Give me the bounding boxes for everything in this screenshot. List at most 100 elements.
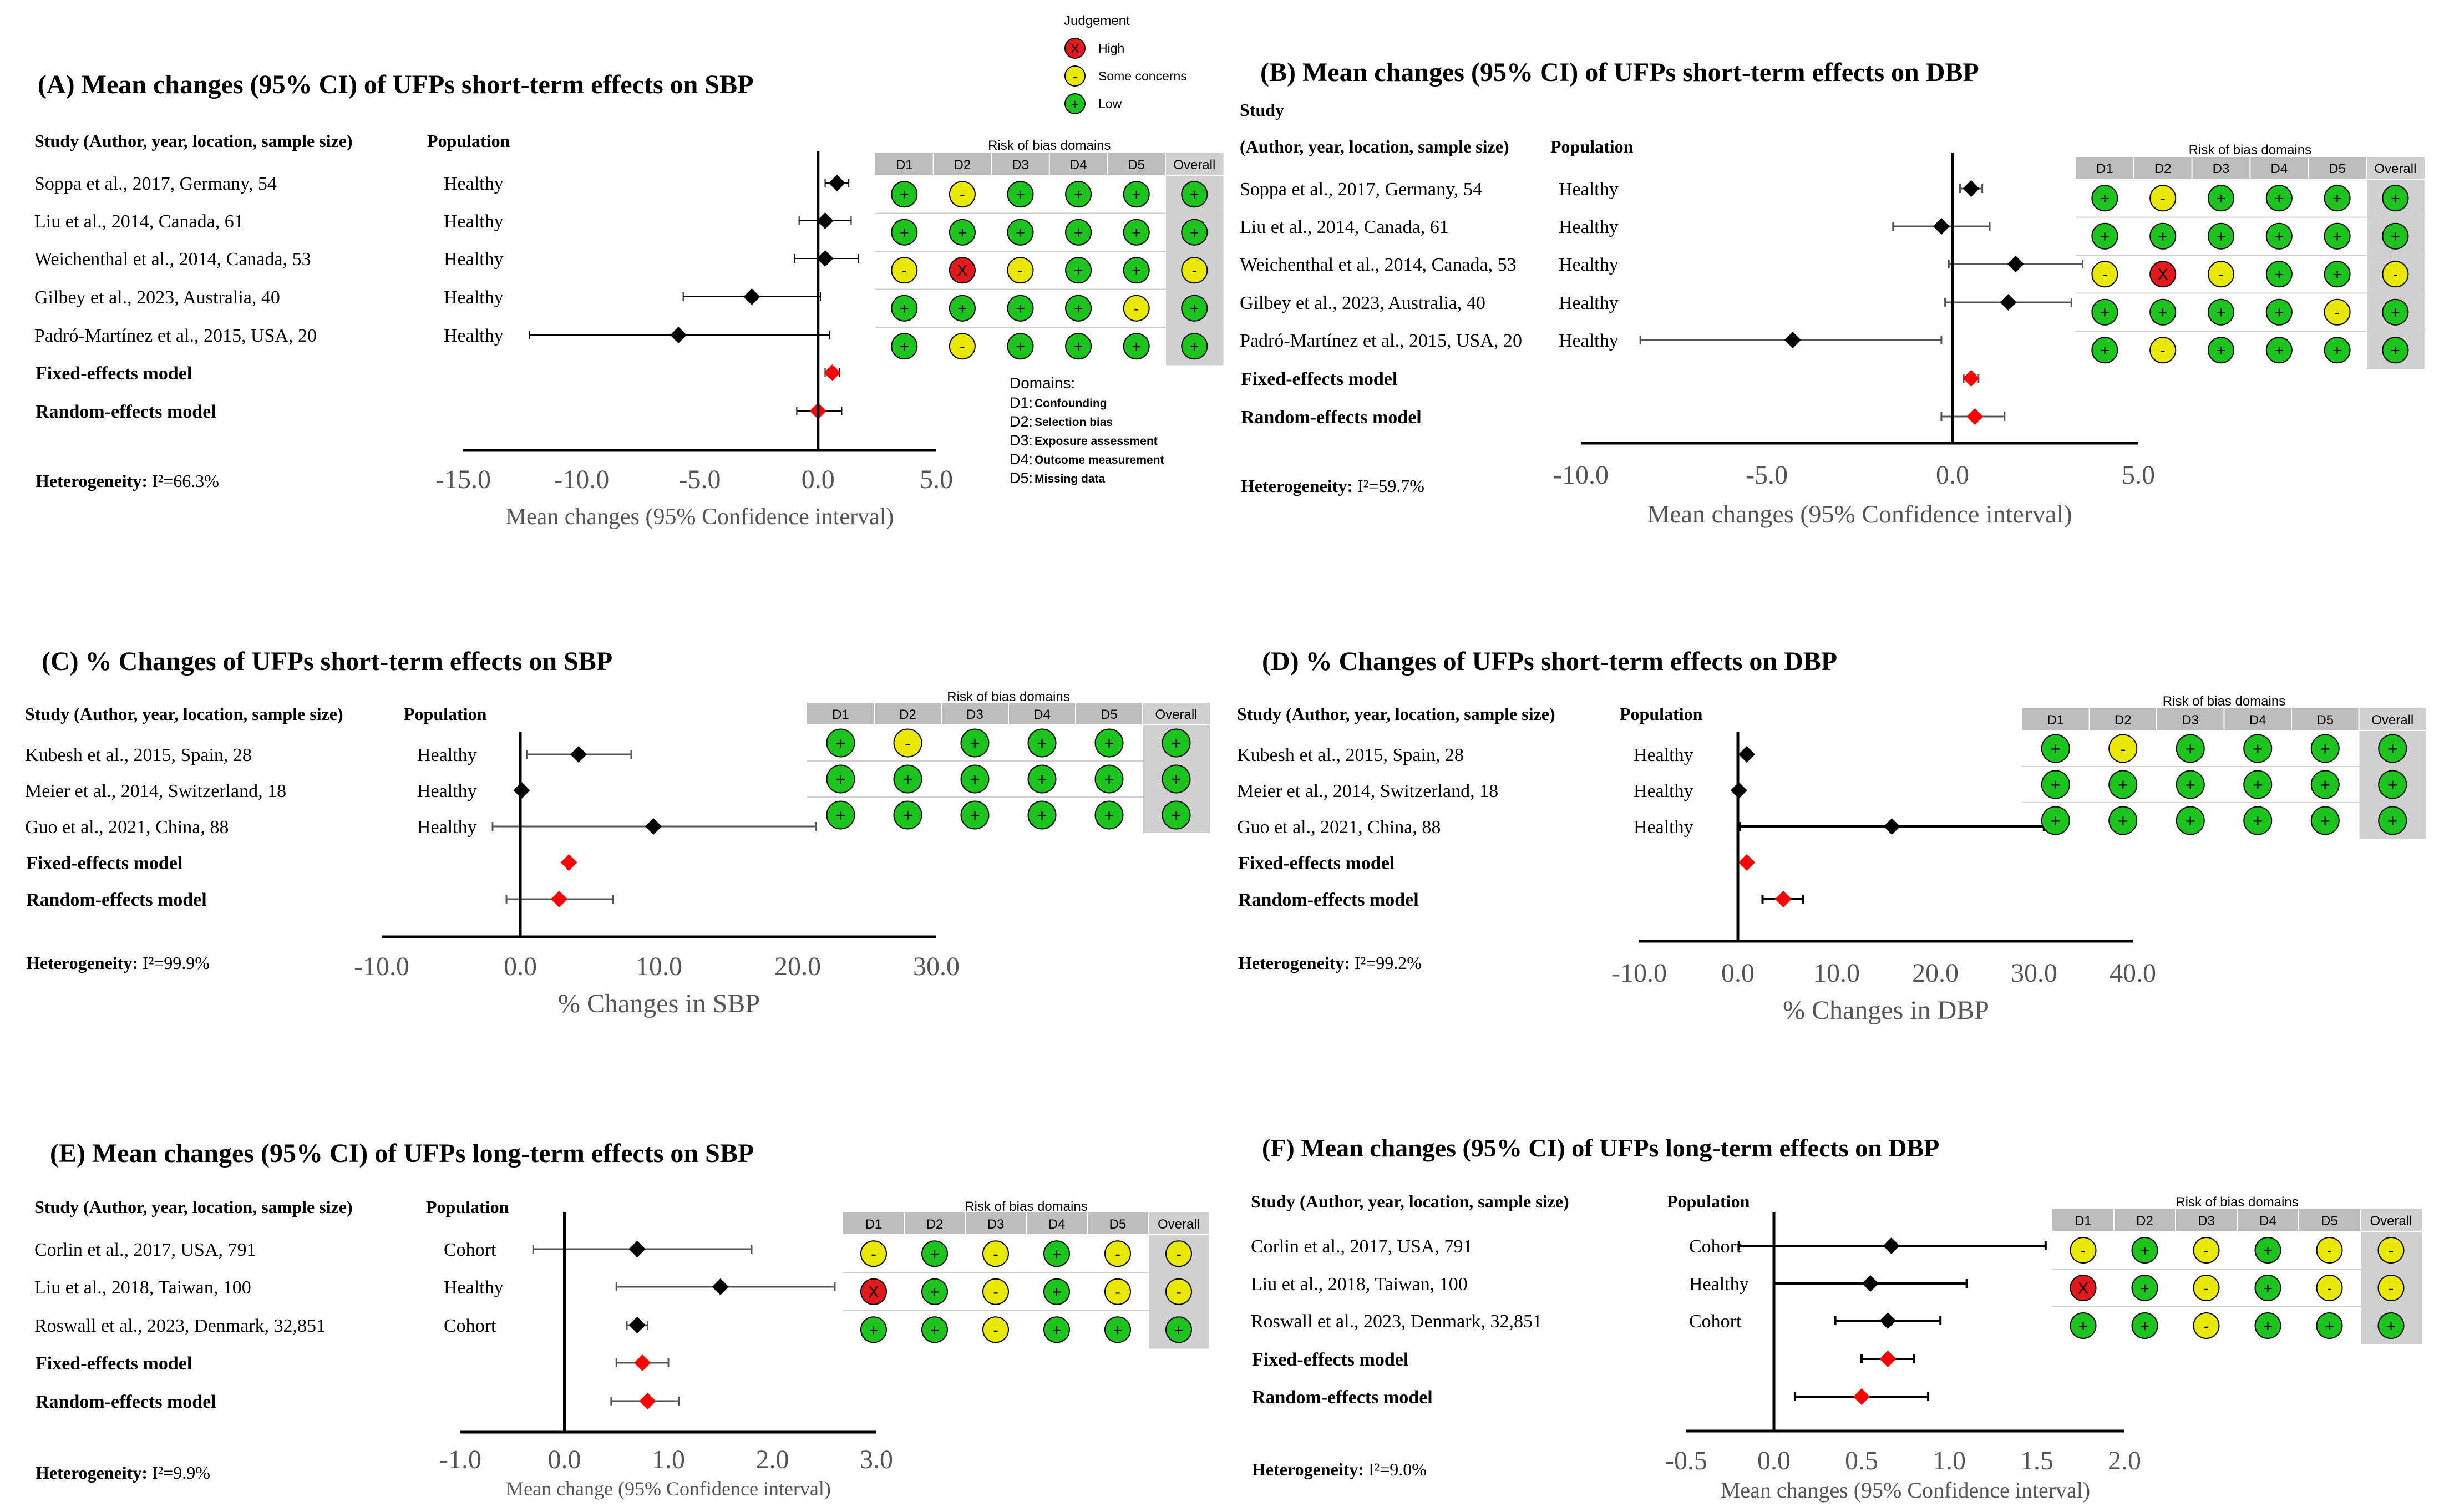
rob-judgement-icon-symbol: - bbox=[993, 1322, 998, 1340]
study-row: Corlin et al., 2017, USA, 791 Cohort bbox=[34, 1240, 753, 1260]
study-label: Liu et al., 2018, Taiwan, 100 bbox=[1251, 1274, 1468, 1295]
rob-judgement-icon-symbol: + bbox=[1074, 262, 1083, 280]
rob-col-header: D1 bbox=[832, 707, 849, 722]
heterogeneity-value: I²=9.0% bbox=[1368, 1459, 1427, 1479]
x-tick-label: -1.0 bbox=[439, 1445, 481, 1474]
rob-judgement-icon-symbol: + bbox=[1171, 806, 1181, 825]
heterogeneity-label: Heterogeneity: bbox=[1252, 1459, 1368, 1479]
rob-judgement-icon bbox=[2310, 734, 2340, 763]
pooled-estimate bbox=[1963, 370, 1980, 387]
rob-judgement-icon bbox=[1165, 1278, 1192, 1305]
rob-judgement-icon-symbol: + bbox=[2217, 304, 2226, 322]
study-population: Healthy bbox=[1559, 331, 1619, 351]
rob-judgement-icon bbox=[2324, 261, 2351, 288]
study-population: Healthy bbox=[417, 781, 477, 801]
rob-judgement-icon bbox=[2176, 806, 2205, 835]
rob-judgement-icon bbox=[2176, 770, 2205, 799]
random-effects-label: Random-effects model bbox=[26, 890, 207, 910]
study-population: Healthy bbox=[1559, 179, 1619, 200]
rob-judgement-icon-symbol: - bbox=[993, 1283, 998, 1301]
rob-judgement-icon bbox=[2108, 770, 2138, 799]
rob-judgement-icon-symbol: + bbox=[2387, 739, 2397, 759]
x-tick-label: 20.0 bbox=[774, 952, 821, 981]
study-label: Roswall et al., 2023, Denmark, 32,851 bbox=[1251, 1311, 1542, 1332]
heterogeneity-value: I²=9.9% bbox=[152, 1463, 210, 1483]
rob-col-header: D2 bbox=[926, 1217, 944, 1232]
rob-judgement-icon-symbol: + bbox=[2051, 739, 2061, 759]
study-header: Study (Author, year, location, sample si… bbox=[34, 131, 353, 151]
random-effects-label: Random-effects model bbox=[1252, 1387, 1433, 1408]
rob-judgement-icon-symbol: - bbox=[2204, 1317, 2209, 1335]
panel-title: (C) % Changes of UFPs short-term effects… bbox=[42, 647, 612, 676]
rob-judgement-icon-symbol: + bbox=[2186, 739, 2195, 759]
rob-judgement-icon bbox=[891, 181, 918, 208]
rob-judgement-icon bbox=[949, 181, 976, 208]
rob-judgement-icon-symbol: + bbox=[2274, 304, 2284, 322]
rob-judgement-icon bbox=[1181, 333, 1208, 360]
rob-judgement-icon-symbol: + bbox=[1052, 1283, 1062, 1301]
panel-title: (F) Mean changes (95% CI) of UFPs long-t… bbox=[1262, 1134, 1939, 1162]
rob-col-header: D3 bbox=[2213, 161, 2230, 176]
fixed-effects-label: Fixed-effects model bbox=[26, 853, 182, 874]
rob-judgement-icon-symbol: + bbox=[1113, 1322, 1123, 1340]
rob-judgement-icon-symbol: - bbox=[1176, 1246, 1182, 1264]
rob-judgement-icon bbox=[2377, 1237, 2405, 1264]
study-row: Guo et al., 2021, China, 88 Healthy bbox=[1237, 817, 2045, 838]
random-effects-row: Random-effects model bbox=[1241, 407, 2006, 428]
rob-col-header: D1 bbox=[2075, 1214, 2092, 1229]
rob-judgement-icon bbox=[1027, 800, 1057, 830]
rob-judgement-icon-symbol: - bbox=[993, 1246, 998, 1264]
rob-judgement-icon bbox=[1007, 181, 1034, 208]
study-label: Kubesh et al., 2015, Spain, 28 bbox=[1237, 745, 1464, 765]
rob-judgement-icon bbox=[1043, 1278, 1070, 1305]
rob-col-header: D4 bbox=[2259, 1214, 2276, 1229]
rob-col-header: Overall bbox=[2370, 1214, 2412, 1229]
rob-judgement-icon bbox=[2243, 806, 2273, 835]
pooled-estimate bbox=[560, 854, 577, 871]
study-row: Liu et al., 2014, Canada, 61 Healthy bbox=[1240, 217, 1991, 237]
rob-judgement-icon bbox=[1065, 257, 1092, 284]
rob-judgement-icon bbox=[2382, 261, 2409, 288]
population-header: Population bbox=[404, 704, 487, 724]
rob-col-header: Overall bbox=[2374, 161, 2416, 176]
point-estimate bbox=[2007, 256, 2024, 272]
point-estimate bbox=[1883, 818, 1900, 835]
rob-judgement-icon bbox=[1065, 181, 1092, 208]
heterogeneity-value: I²=66.3% bbox=[152, 471, 219, 491]
rob-judgement-icon-symbol: + bbox=[2263, 1317, 2273, 1335]
rob-col-header: D5 bbox=[1101, 707, 1118, 722]
x-tick-label: 2.0 bbox=[756, 1445, 789, 1474]
rob-judgement-icon bbox=[2243, 770, 2273, 799]
fixed-effects-row: Fixed-effects model bbox=[36, 1353, 670, 1374]
rob-judgement-icon bbox=[826, 728, 855, 758]
rob-judgement-icon-symbol: + bbox=[2217, 342, 2226, 360]
rob-judgement-icon-symbol: - bbox=[2160, 190, 2166, 208]
study-row: Weichenthal et al., 2014, Canada, 53 Heal… bbox=[1240, 255, 2083, 275]
rob-judgement-icon bbox=[2316, 1312, 2343, 1339]
rob-judgement-icon bbox=[2316, 1275, 2343, 1301]
point-estimate bbox=[1933, 218, 1950, 235]
x-tick-label: -10.0 bbox=[354, 952, 409, 981]
pooled-estimate bbox=[1879, 1351, 1897, 1367]
study-label: Gilbey et al., 2023, Australia, 40 bbox=[34, 287, 280, 308]
rob-judgement-icon bbox=[2265, 298, 2293, 326]
rob-judgement-icon-symbol: + bbox=[1104, 734, 1114, 753]
fixed-effects-row: Fixed-effects model bbox=[36, 363, 841, 384]
rob-judgement-icon-symbol: + bbox=[900, 224, 909, 242]
random-effects-row: Random-effects model bbox=[1252, 1387, 1930, 1408]
fixed-effects-label: Fixed-effects model bbox=[1238, 853, 1395, 874]
study-population: Healthy bbox=[444, 211, 504, 232]
point-estimate bbox=[1784, 332, 1801, 348]
rob-judgement-icon bbox=[1065, 295, 1092, 322]
study-label: Roswall et al., 2023, Denmark, 32,851 bbox=[34, 1316, 326, 1336]
rob-judgement-icon-symbol: X bbox=[868, 1283, 879, 1301]
rob-judgement-icon-symbol: + bbox=[930, 1246, 940, 1264]
legend-label: Some concerns bbox=[1098, 69, 1187, 83]
rob-judgement-icon bbox=[1065, 333, 1092, 360]
rob-judgement-icon-symbol: + bbox=[1132, 338, 1141, 356]
rob-judgement-icon bbox=[860, 1316, 887, 1343]
rob-col-header: Overall bbox=[1173, 158, 1215, 172]
rob-judgement-icon bbox=[2091, 337, 2118, 364]
rob-judgement-icon bbox=[2377, 1312, 2405, 1339]
study-label: Meier et al., 2014, Switzerland, 18 bbox=[25, 781, 286, 801]
